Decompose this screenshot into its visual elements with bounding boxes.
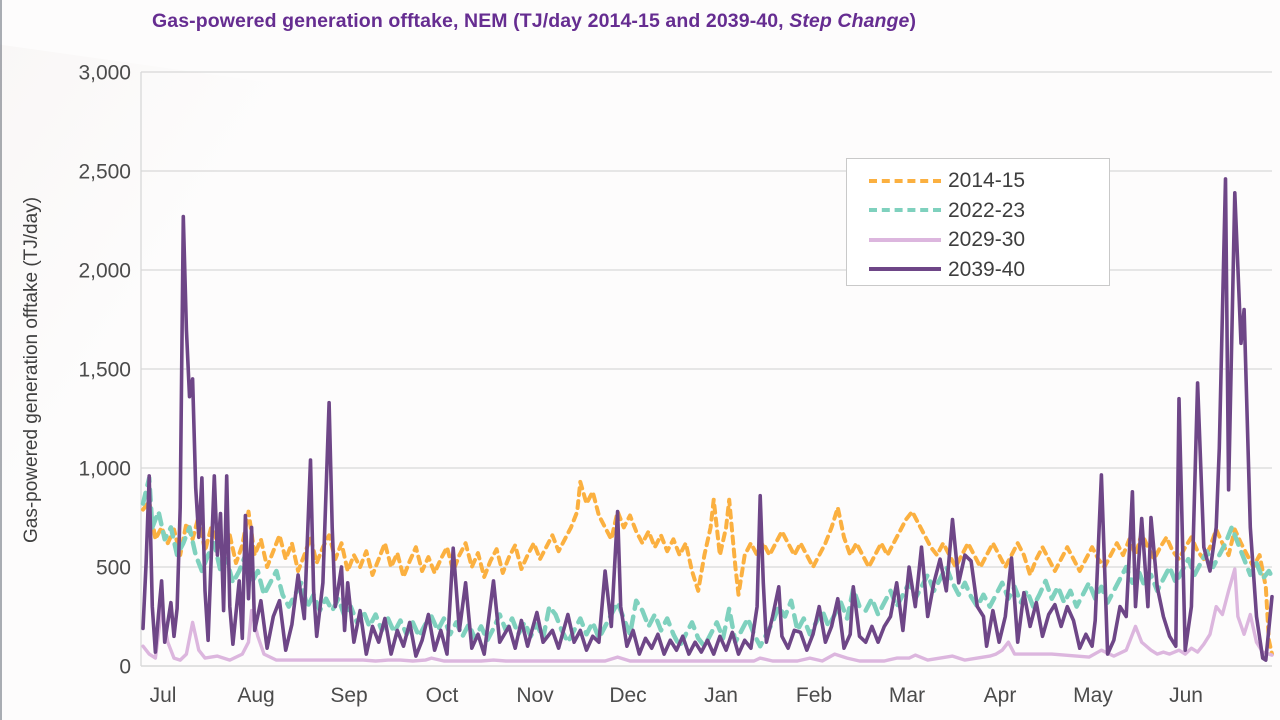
x-tick-label-apr: Apr	[984, 684, 1017, 707]
legend-line-sample-2022-23	[869, 208, 941, 213]
legend-item-2029-30: 2029-30	[847, 225, 1109, 255]
legend-item-2039-40: 2039-40	[847, 255, 1109, 285]
chart-legend: 2014-15 2022-23 2029-30 2039-40	[846, 158, 1110, 286]
x-tick-label-mar: Mar	[889, 684, 925, 707]
x-tick-label-dec: Dec	[609, 684, 646, 707]
chart-title-suffix: )	[909, 10, 917, 32]
legend-label: 2039-40	[948, 257, 1026, 281]
y-tick-label: 3,000	[78, 62, 131, 85]
y-tick-label: 2,000	[78, 260, 131, 283]
series-line-2039-40	[141, 177, 1274, 662]
y-tick-label: 1,000	[78, 458, 131, 481]
y-tick-label: 500	[96, 557, 131, 580]
y-tick-label: 2,500	[78, 161, 131, 184]
x-tick-label-oct: Oct	[426, 684, 459, 707]
screenshot-left-border	[0, 0, 2, 720]
legend-line-sample-2039-40	[869, 267, 941, 272]
chart-title-prefix: Gas-powered generation offtake, NEM (TJ/…	[152, 10, 790, 32]
x-tick-label-aug: Aug	[237, 684, 274, 707]
x-tick-label-nov: Nov	[516, 684, 554, 707]
series-line-2029-30	[141, 567, 1274, 663]
legend-label: 2014-15	[948, 169, 1026, 193]
x-tick-label-jul: Jul	[150, 684, 177, 707]
legend-item-2014-15: 2014-15	[847, 166, 1109, 196]
y-tick-label: 1,500	[78, 359, 131, 382]
legend-line-sample-2014-15	[869, 178, 941, 183]
legend-label: 2022-23	[948, 198, 1026, 222]
chart-title-italic: Step Change	[789, 10, 910, 32]
x-tick-label-jan: Jan	[704, 684, 738, 707]
x-tick-label-may: May	[1073, 684, 1113, 707]
chart-title: Gas-powered generation offtake, NEM (TJ/…	[152, 10, 1262, 33]
y-tick-label: 0	[119, 656, 131, 679]
x-tick-label-sep: Sep	[330, 684, 367, 707]
legend-line-sample-2029-30	[869, 237, 941, 242]
legend-label: 2029-30	[948, 228, 1026, 252]
legend-item-2022-23: 2022-23	[847, 196, 1109, 226]
x-tick-label-jun: Jun	[1169, 684, 1203, 707]
x-tick-label-feb: Feb	[796, 684, 832, 707]
